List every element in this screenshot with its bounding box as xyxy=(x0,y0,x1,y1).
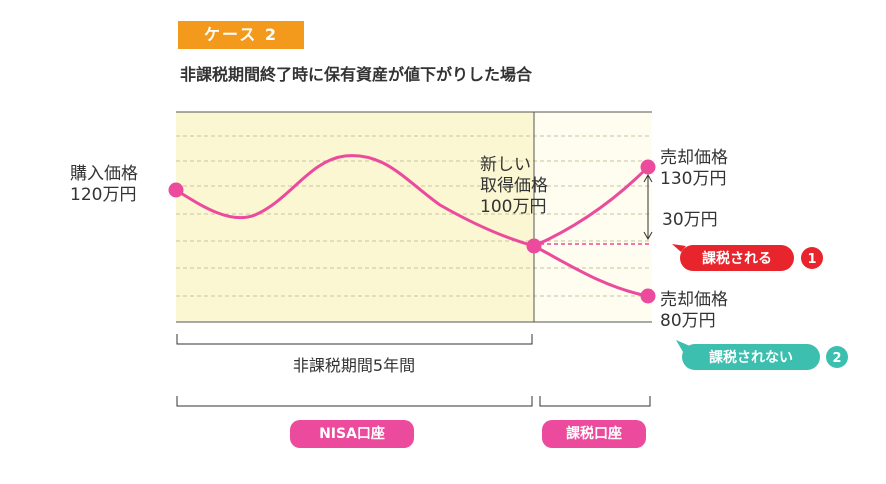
period-bracket xyxy=(176,334,533,345)
new-cost-value: 100万円 xyxy=(480,197,547,217)
new-cost-label: 新しい 取得価格 100万円 xyxy=(480,155,548,218)
sale-high-label: 売却価格 130万円 xyxy=(660,148,728,190)
price-curve-rise xyxy=(533,165,650,248)
case-tag: ケース 2 xyxy=(178,21,304,49)
purchase-label-text: 購入価格 xyxy=(70,164,138,184)
taxable-bracket xyxy=(539,396,651,407)
purchase-point xyxy=(168,182,184,198)
taxable-period-area xyxy=(534,112,652,322)
callout-taxed: 課税される 1 xyxy=(672,244,823,271)
sale-low-label: 売却価格 80万円 xyxy=(660,290,728,332)
new-cost-label-line1: 新しい xyxy=(480,155,531,175)
callout-not-taxed: 課税されない 2 xyxy=(676,340,848,370)
purchase-value: 120万円 xyxy=(70,185,137,205)
tax-free-period-label: 非課税期間5年間 xyxy=(292,356,416,375)
callout-not-taxed-number: 2 xyxy=(832,351,841,366)
sale-high-value: 130万円 xyxy=(660,169,727,189)
price-curve-drop xyxy=(533,244,649,298)
sale-low-value: 80万円 xyxy=(660,311,716,331)
nisa-bracket xyxy=(176,396,533,407)
new-cost-label-line2: 取得価格 xyxy=(480,176,548,196)
sale-low-label-text: 売却価格 xyxy=(660,290,728,310)
callout-taxed-text: 課税される xyxy=(702,250,772,267)
new-cost-point xyxy=(526,238,542,254)
callout-taxed-number: 1 xyxy=(807,252,816,267)
purchase-label: 購入価格 120万円 xyxy=(70,164,138,206)
sale-high-point xyxy=(640,159,656,175)
difference-arrow xyxy=(643,173,653,241)
sale-low-point xyxy=(640,288,656,304)
diagram-title: 非課税期間終了時に保有資産が値下がりした場合 xyxy=(180,65,533,84)
difference-value: 30万円 xyxy=(662,210,718,230)
sale-high-label-text: 売却価格 xyxy=(660,148,728,168)
nisa-account-tag: NISA口座 xyxy=(290,420,414,448)
taxable-account-tag: 課税口座 xyxy=(542,420,646,448)
callout-not-taxed-text: 課税されない xyxy=(709,349,793,366)
price-curve-nisa xyxy=(175,154,535,248)
